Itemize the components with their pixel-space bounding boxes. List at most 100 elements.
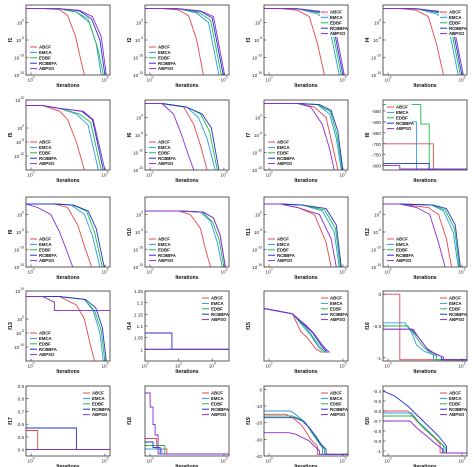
x-tick-label: 105 (101, 171, 108, 178)
y-tick-label: 10-5 (135, 36, 143, 43)
y-tick-label: 10-10 (371, 246, 381, 253)
series-line-abcf (383, 143, 467, 170)
legend-label: EMCA (396, 242, 409, 247)
series-line-rcbbfa (383, 162, 467, 170)
legend-label: EMCA (449, 396, 462, 401)
legend-label: EMCA (330, 301, 343, 306)
subplot-f11: 100 10-5 10-10 10-15 100 105 Iterations f11 ABCF… (246, 196, 349, 281)
x-axis-label: Iterations (56, 178, 79, 184)
series-line-abpso (264, 308, 330, 354)
x-axis-label: Iterations (56, 275, 79, 281)
legend-label: ABCF (92, 391, 104, 396)
y-tick-label: 100 (255, 114, 262, 121)
y-axis-label: f2 (127, 38, 133, 43)
series-line-abpso (145, 210, 226, 267)
series-line-abpso (383, 203, 446, 267)
series-line-abpso (26, 8, 107, 75)
legend-label: ABPSO (158, 66, 174, 71)
legend-label: ABPSO (39, 161, 55, 166)
series-group (264, 410, 348, 455)
legend-label: EDBF (158, 55, 170, 60)
series-line-abcf (264, 413, 348, 455)
series-line-rcbbfa (26, 203, 105, 267)
y-tick-label: -0.7 (373, 419, 381, 424)
legend-label: ABCF (330, 296, 342, 301)
y-axis-label: f7 (246, 133, 252, 138)
x-tick-label: 100 (28, 268, 35, 275)
x-axis-label: Iterations (175, 83, 198, 89)
series-line-rcbbfa (264, 417, 348, 455)
series-line-rcbbfa (383, 390, 467, 454)
series-line-emca (383, 322, 467, 361)
legend-label: EDBF (158, 150, 170, 155)
axes-frame (263, 290, 349, 362)
y-tick-label: -600 (372, 120, 382, 125)
y-tick-label: 10-5 (254, 36, 262, 43)
series-group (383, 293, 467, 361)
legend-label: RCBBFA (158, 253, 176, 258)
legend-label: EMCA (92, 396, 105, 401)
y-tick-label: 10-10 (14, 343, 24, 350)
y-tick-label: -20 (255, 421, 262, 426)
x-tick-label: 105 (101, 362, 108, 369)
legend-label: RCBBFA (277, 156, 295, 161)
legend-label: ABCF (158, 140, 170, 145)
x-axis-label: Iterations (413, 369, 436, 375)
y-tick-label: 10-5 (373, 36, 381, 43)
x-tick-label: 105 (339, 171, 346, 178)
y-axis-label: f18 (127, 417, 133, 425)
series-group (26, 8, 107, 75)
legend-label: ABCF (158, 45, 170, 50)
y-axis-label: f4 (365, 38, 371, 43)
x-tick-label: 105 (458, 76, 465, 83)
x-tick-label: 100 (385, 362, 392, 369)
subplot-f10: 100 10-5 10-10 10-15 100 105 Iterations f10 ABCF… (127, 196, 230, 281)
y-tick-label: 10-10 (133, 54, 143, 61)
series-line-abpso (264, 103, 335, 170)
y-tick-label: 1.2 (137, 301, 144, 306)
x-axis-label: Iterations (175, 178, 198, 184)
series-group (264, 103, 344, 170)
y-tick-label: 10-5 (254, 228, 262, 235)
x-tick-label: 105 (339, 362, 346, 369)
x-axis-label: Iterations (294, 464, 317, 467)
subplot-f18: 100 105 Iterations f18 ABCFEMCAEDBFRCBBFAABP… (127, 385, 230, 467)
series-group (383, 390, 467, 454)
legend-label: RCBBFA (39, 156, 57, 161)
y-tick-label: 0.9 (18, 384, 25, 389)
x-axis-label: Iterations (294, 369, 317, 375)
y-tick-label: 1.05 (134, 336, 143, 341)
x-axis-label: Iterations (413, 178, 436, 184)
legend-label: ABCF (277, 237, 289, 242)
x-tick-label: 100 (142, 362, 149, 369)
y-tick-label: 10-5 (135, 131, 143, 138)
legend-label: RCBBFA (158, 61, 176, 66)
y-tick-label: -30 (255, 437, 262, 442)
legend-label: EDBF (449, 20, 461, 25)
legend-label: RCBBFA (211, 407, 229, 412)
legend-label: EDBF (449, 306, 461, 311)
legend-label: RCBBFA (92, 407, 110, 412)
legend-label: ABPSO (396, 126, 412, 131)
legend-label: RCBBFA (330, 312, 348, 317)
legend-label: ABCF (396, 237, 408, 242)
legend-label: EMCA (158, 145, 171, 150)
legend-label: ABPSO (330, 31, 346, 36)
legend-label: ABPSO (449, 31, 465, 36)
y-tick-label: 10-15 (133, 71, 143, 78)
series-group (145, 8, 226, 75)
y-tick-label: 0 (259, 387, 262, 392)
axes-frame (25, 385, 111, 457)
